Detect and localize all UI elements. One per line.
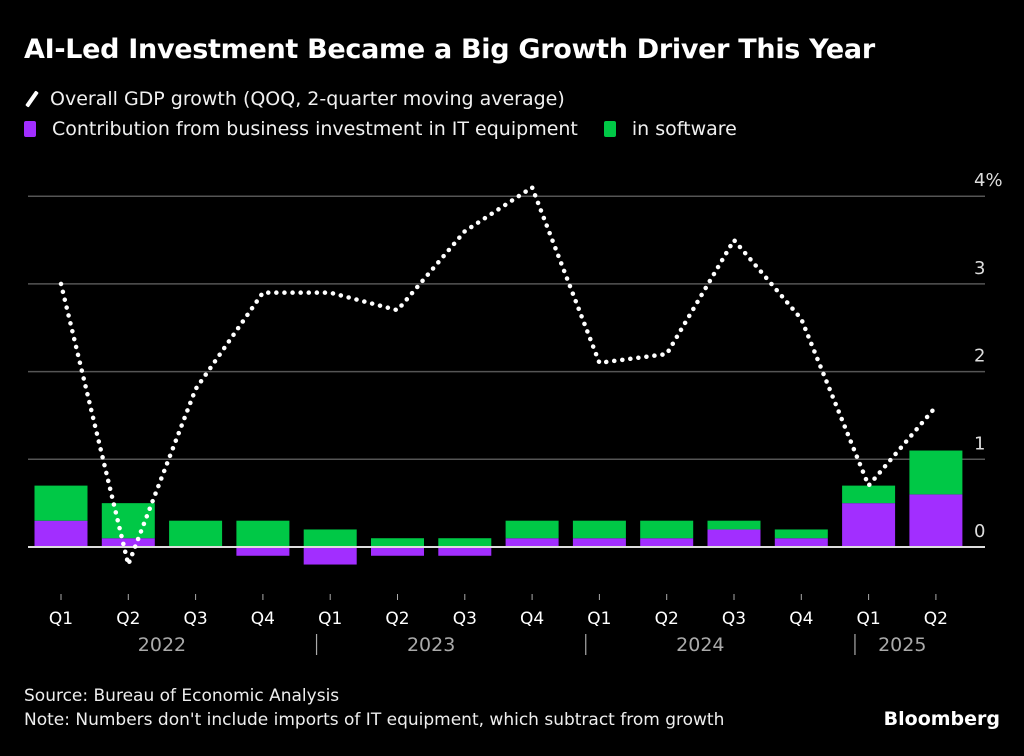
equipment-bar [842,503,896,547]
equipment-bar [572,538,626,547]
software-bar [169,520,223,547]
x-tick-label: Q1 [856,609,880,629]
software-bar [909,450,963,495]
y-tick-label: 2 [974,346,985,367]
year-label: 2024 [676,634,724,656]
gdp-growth-line [58,185,939,567]
equipment-bar [707,529,761,547]
legend-bars: Contribution from business investment in… [24,118,737,140]
x-tick-label: Q1 [587,609,611,629]
x-tick-label: Q2 [385,609,409,629]
equipment-bar [505,538,559,547]
x-tick-label: Q1 [318,609,342,629]
x-tick-label: Q2 [655,609,679,629]
software-swatch-icon [603,121,616,137]
software-bar [505,520,559,539]
software-bar [640,520,694,539]
legend-line: Overall GDP growth (QOQ, 2-quarter movin… [24,88,565,110]
software-bar [438,538,492,547]
legend-software-label: in software [631,118,737,140]
x-tick-label: Q2 [924,609,948,629]
chart-title: AI-Led Investment Became a Big Growth Dr… [24,34,875,65]
software-bar [842,485,896,504]
software-bar [707,520,761,530]
legend-equipment-label: Contribution from business investment in… [52,118,578,140]
x-tick-label: Q4 [520,609,544,629]
software-bar [236,520,290,547]
y-tick-label: 3 [974,258,985,279]
y-tick-label: 1 [974,433,985,454]
year-label: 2022 [138,634,186,656]
software-bar [371,538,424,547]
equipment-bar [438,547,492,556]
legend-line-label: Overall GDP growth (QOQ, 2-quarter movin… [50,88,565,110]
x-tick-label: Q2 [116,609,140,629]
x-tick-label: Q4 [251,609,275,629]
software-bar [34,485,88,521]
equipment-bar [640,538,694,547]
source-note: Source: Bureau of Economic Analysis [24,686,340,706]
x-tick-label: Q3 [453,609,477,629]
equipment-bar [101,538,155,547]
x-tick-label: Q3 [183,609,207,629]
bloomberg-logo: Bloomberg [883,708,1000,730]
y-tick-label: 4% [974,170,1003,191]
software-bar [774,529,828,539]
software-bar [572,520,626,539]
equipment-bar [34,520,88,547]
equipment-bar [774,538,828,547]
equipment-bar [303,547,357,565]
x-tick-label: Q1 [49,609,73,629]
x-tick-label: Q4 [789,609,813,629]
software-bar [101,503,155,539]
y-tick-label: 0 [974,521,985,542]
equipment-bar [909,494,963,547]
year-label: 2023 [407,634,455,656]
x-tick-label: Q3 [722,609,746,629]
equipment-bar [371,547,424,556]
footnote: Note: Numbers don't include imports of I… [24,710,725,730]
equipment-swatch-icon [24,121,36,137]
year-label: 2025 [878,634,926,656]
software-bar [303,529,357,547]
equipment-bar [236,547,290,556]
